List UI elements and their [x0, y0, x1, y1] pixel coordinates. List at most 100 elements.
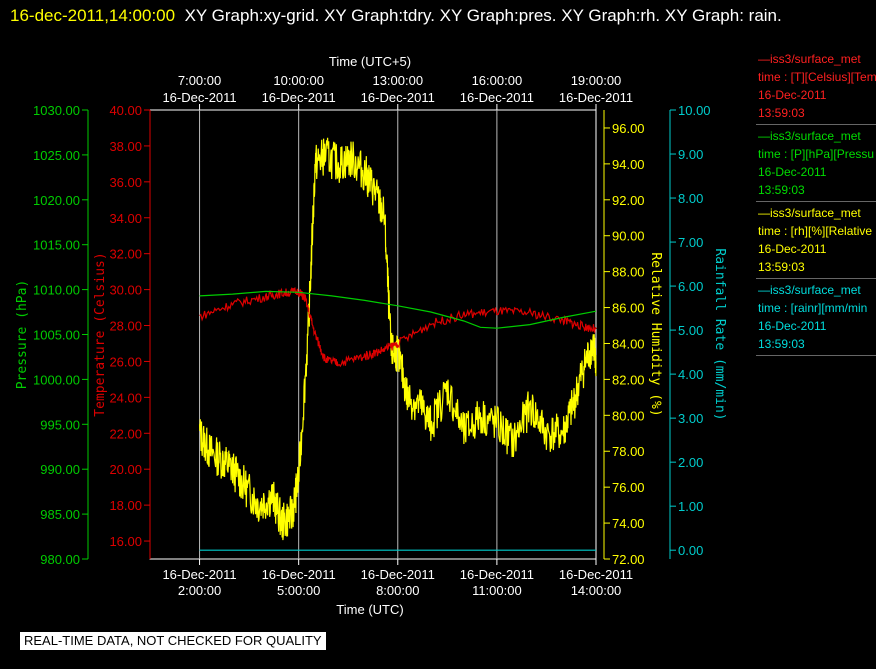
rain-tick-label: 3.00: [678, 411, 703, 426]
temperature-tick-label: 32.00: [109, 247, 142, 262]
humidity-tick-label: 96.00: [612, 121, 645, 136]
x-top-tick-date: 16-Dec-2011: [460, 90, 534, 105]
x-bottom-tick-time: 14:00:00: [571, 583, 622, 598]
humidity-tick-label: 76.00: [612, 480, 645, 495]
pressure-tick-label: 1005.00: [33, 328, 80, 343]
legend-date: 16-Dec-2011: [758, 242, 827, 256]
rain-tick-label: 10.00: [678, 103, 711, 118]
plot-frame: [149, 109, 597, 560]
temperature-tick-label: 30.00: [109, 283, 142, 298]
rain-tick-label: 9.00: [678, 147, 703, 162]
legend: —iss3/surface_met time : [T][Celsius][Tem…: [756, 48, 876, 356]
x-bottom-tick-date: 16-Dec-2011: [361, 567, 435, 582]
x-top-tick-time: 10:00:00: [273, 73, 324, 88]
temperature-tick-label: 34.00: [109, 211, 142, 226]
pressure-axis-title: Pressure (hPa): [15, 280, 30, 390]
pressure-tick-label: 1000.00: [33, 372, 80, 387]
humidity-tick-label: 86.00: [612, 301, 645, 316]
temperature-tick-label: 28.00: [109, 319, 142, 334]
x-bottom-tick-date: 16-Dec-2011: [162, 567, 236, 582]
humidity-axis-title: Relative Humidity (%): [648, 252, 663, 416]
temperature-tick-label: 24.00: [109, 390, 142, 405]
quality-notice: REAL-TIME DATA, NOT CHECKED FOR QUALITY: [20, 632, 326, 650]
grid-lines: [199, 110, 498, 559]
axes-group: [82, 104, 676, 565]
legend-line1: —iss3/surface_met: [758, 52, 861, 66]
x-bottom-tick-time: 8:00:00: [376, 583, 419, 598]
pressure-tick-label: 1010.00: [33, 283, 80, 298]
pressure-tick-label: 985.00: [40, 507, 80, 522]
series-line-pres: [199, 290, 597, 329]
legend-time: 13:59:03: [758, 260, 805, 274]
series-group: [199, 137, 597, 551]
temperature-tick-label: 36.00: [109, 175, 142, 190]
legend-time: 13:59:03: [758, 106, 805, 120]
pressure-tick-label: 980.00: [40, 552, 80, 567]
humidity-tick-label: 84.00: [612, 336, 645, 351]
temperature-tick-label: 22.00: [109, 426, 142, 441]
humidity-tick-label: 88.00: [612, 265, 645, 280]
legend-line1: —iss3/surface_met: [758, 283, 861, 297]
series-line-rh: [199, 137, 597, 541]
humidity-tick-label: 74.00: [612, 516, 645, 531]
x-bottom-tick-date: 16-Dec-2011: [559, 567, 633, 582]
legend-date: 16-Dec-2011: [758, 88, 827, 102]
legend-line2: time : [rainr][mm/min: [758, 301, 868, 315]
temperature-tick-label: 26.00: [109, 354, 142, 369]
legend-line2: time : [T][Celsius][Tem: [758, 70, 876, 84]
humidity-tick-label: 94.00: [612, 157, 645, 172]
rain-tick-label: 0.00: [678, 543, 703, 558]
temperature-tick-label: 38.00: [109, 139, 142, 154]
rain-axis-title: Rainfall Rate (mm/min): [712, 248, 727, 420]
legend-line1: —iss3/surface_met: [758, 129, 861, 143]
title-timestamp: 16-dec-2011,14:00:00: [10, 6, 176, 25]
x-bottom-tick-time: 11:00:00: [472, 583, 522, 598]
humidity-tick-label: 90.00: [612, 229, 645, 244]
temperature-tick-label: 20.00: [109, 462, 142, 477]
x-top-tick-time: 13:00:00: [372, 73, 423, 88]
temperature-axis-title: Temperature (Celsius): [93, 252, 108, 416]
legend-line2: time : [rh][%][Relative: [758, 224, 873, 238]
legend-date: 16-Dec-2011: [758, 165, 827, 179]
x-bottom-tick-time: 2:00:00: [178, 583, 221, 598]
x-bottom-tick-date: 16-Dec-2011: [262, 567, 336, 582]
humidity-tick-label: 72.00: [612, 552, 645, 567]
x-top-tick-time: 16:00:00: [472, 73, 523, 88]
temperature-tick-label: 18.00: [109, 498, 142, 513]
rain-tick-label: 8.00: [678, 191, 703, 206]
temperature-tick-label: 16.00: [109, 534, 142, 549]
rain-tick-label: 1.00: [678, 499, 703, 514]
humidity-tick-label: 80.00: [612, 408, 645, 423]
rain-tick-label: 7.00: [678, 235, 703, 250]
pressure-tick-label: 1025.00: [33, 148, 80, 163]
temperature-tick-label: 40.00: [109, 103, 142, 118]
page-title: 16-dec-2011,14:00:00 XY Graph:xy-grid. X…: [10, 2, 860, 30]
x-top-tick-date: 16-Dec-2011: [162, 90, 236, 105]
x-top-axis-title: Time (UTC+5): [329, 54, 411, 69]
title-graph-list: XY Graph:xy-grid. XY Graph:tdry. XY Grap…: [184, 6, 782, 25]
x-bottom-tick-time: 5:00:00: [277, 583, 320, 598]
pressure-tick-label: 990.00: [40, 462, 80, 477]
x-bottom-axis-title: Time (UTC): [336, 602, 403, 617]
axis-labels: 16-Dec-20112:00:0016-Dec-20115:00:0016-D…: [15, 54, 727, 617]
x-top-tick-date: 16-Dec-2011: [559, 90, 633, 105]
rain-tick-label: 2.00: [678, 455, 703, 470]
x-top-tick-date: 16-Dec-2011: [361, 90, 435, 105]
humidity-tick-label: 92.00: [612, 193, 645, 208]
legend-time: 13:59:03: [758, 337, 805, 351]
legend-line1: —iss3/surface_met: [758, 206, 861, 220]
x-top-tick-date: 16-Dec-2011: [262, 90, 336, 105]
series-line-tdry: [199, 287, 597, 368]
legend-time: 13:59:03: [758, 183, 805, 197]
x-bottom-tick-date: 16-Dec-2011: [460, 567, 534, 582]
pressure-tick-label: 1030.00: [33, 103, 80, 118]
legend-line2: time : [P][hPa][Pressu: [758, 147, 875, 161]
rain-tick-label: 6.00: [678, 279, 703, 294]
rain-tick-label: 5.00: [678, 323, 703, 338]
legend-date: 16-Dec-2011: [758, 319, 827, 333]
